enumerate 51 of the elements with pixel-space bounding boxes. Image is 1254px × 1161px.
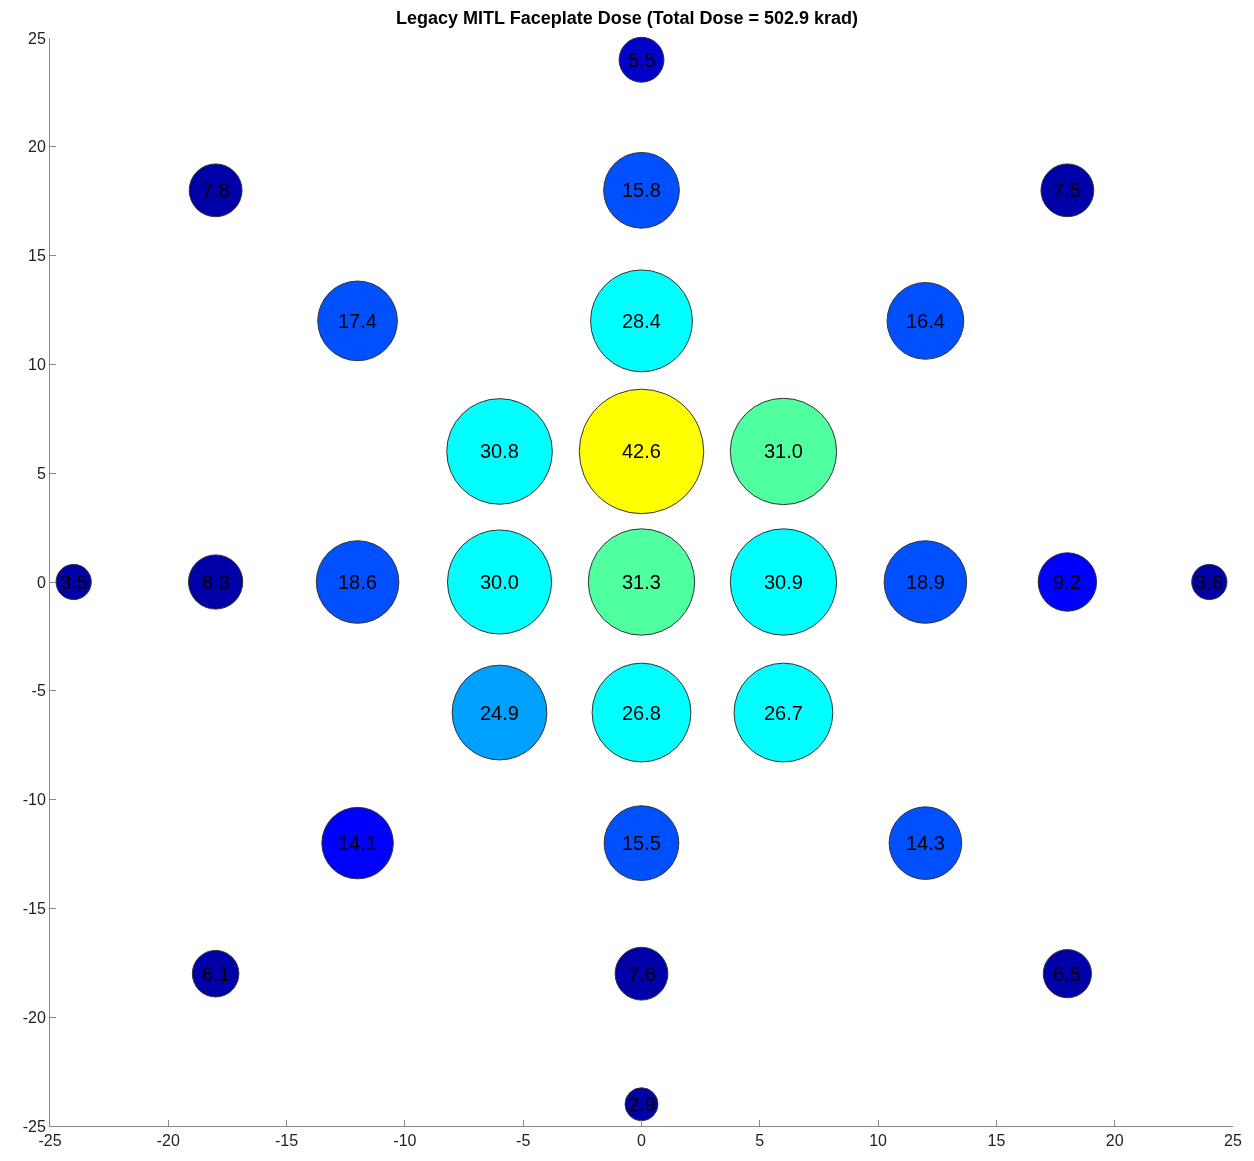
y-tick-label: -20 <box>22 1008 46 1026</box>
x-tick-label: -10 <box>393 1132 417 1150</box>
x-tick-label: 10 <box>869 1132 888 1150</box>
annotation: 14.1 <box>338 832 377 854</box>
x-tick-label: 25 <box>1224 1132 1242 1150</box>
annotation: 31.3 <box>622 571 661 593</box>
x-tick-label: 15 <box>987 1132 1006 1150</box>
annotation: 6.1 <box>202 963 230 985</box>
annotation: 16.4 <box>906 310 945 332</box>
annotation: 24.9 <box>480 702 519 724</box>
y-tick-label: 25 <box>28 29 46 47</box>
y-tick-label: 15 <box>28 247 46 265</box>
annotation: 17.4 <box>338 310 377 332</box>
annotation: 3.5 <box>60 571 88 593</box>
y-tick-label: -25 <box>22 1117 46 1135</box>
annotation: 7.8 <box>202 179 230 201</box>
annotation: 2.9 <box>628 1093 656 1115</box>
annotation: 18.6 <box>338 571 377 593</box>
annotation: 28.4 <box>622 310 661 332</box>
annotation: 15.8 <box>622 179 661 201</box>
annotation: 9.2 <box>1053 571 1081 593</box>
annotation: 42.6 <box>622 440 661 462</box>
x-tick-label: 20 <box>1105 1132 1124 1150</box>
y-tick-label: -10 <box>22 791 46 809</box>
y-tick-label: 0 <box>36 573 46 591</box>
annotation: 30.8 <box>480 440 519 462</box>
annotation: 7.5 <box>1053 179 1081 201</box>
y-tick-label: -15 <box>22 900 46 917</box>
chart-title: Legacy MITL Faceplate Dose (Total Dose = 502.9 krad) <box>396 8 858 29</box>
x-tick-label: -5 <box>516 1132 531 1150</box>
y-tick-label: 20 <box>28 138 46 156</box>
y-tick-label: 10 <box>28 356 46 373</box>
annotation: 26.8 <box>622 702 661 724</box>
x-tick-label: -20 <box>156 1132 180 1150</box>
annotation: 30.0 <box>480 571 519 593</box>
annotation: 5.5 <box>628 49 656 71</box>
annotation: 26.7 <box>764 702 803 724</box>
annotation: 30.9 <box>764 571 803 593</box>
annotation: 14.3 <box>906 832 945 854</box>
x-tick-label: 0 <box>637 1132 647 1150</box>
annotation: 3.6 <box>1195 571 1223 593</box>
annotation: 6.5 <box>1053 963 1081 985</box>
annotation: 18.9 <box>906 571 945 593</box>
annotation: 15.5 <box>622 832 661 854</box>
annotation: 8.3 <box>202 571 230 593</box>
x-tick-label: 5 <box>755 1132 765 1150</box>
x-tick-label: -15 <box>275 1132 299 1150</box>
y-tick-label: 5 <box>36 464 46 482</box>
annotation: 31.0 <box>764 440 803 462</box>
y-tick-label: -5 <box>31 682 46 700</box>
annotation: 7.6 <box>628 963 656 985</box>
